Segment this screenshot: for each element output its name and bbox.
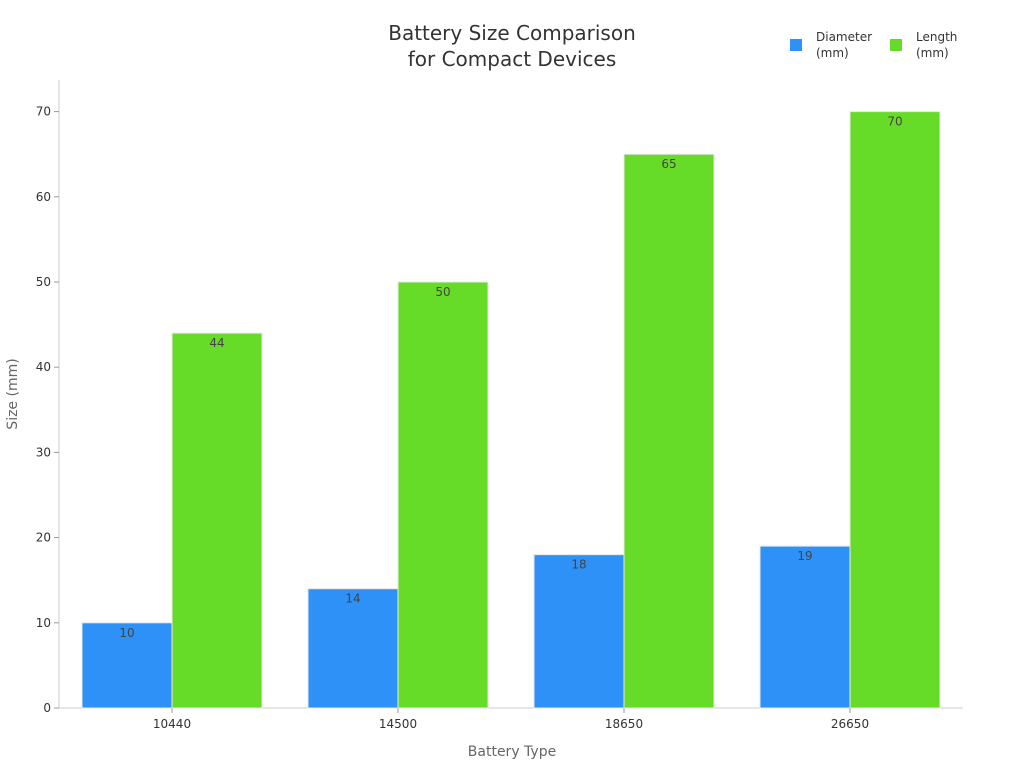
legend-swatch-length — [890, 39, 902, 51]
bar-length-10440 — [171, 332, 263, 709]
x-tick-label: 18650 — [605, 717, 643, 731]
data-label-length-18650: 65 — [661, 157, 676, 171]
y-tick-label: 70 — [36, 105, 51, 119]
bar-length-18650 — [623, 153, 715, 709]
legend-item-diameter: Diameter (mm) — [790, 30, 872, 60]
legend-label-length-line-2: (mm) — [916, 46, 949, 60]
x-axis-ticks: 10440 14500 18650 26650 — [153, 708, 869, 731]
legend-item-length: Length (mm) — [890, 30, 957, 60]
legend-swatch-diameter — [790, 39, 802, 51]
data-label-length-26650: 70 — [887, 115, 902, 129]
legend-label-diameter-line-1: Diameter — [816, 30, 872, 44]
data-label-diameter-26650: 19 — [797, 549, 812, 563]
data-labels: 10 44 14 50 18 65 19 70 — [119, 115, 902, 640]
bar-length-14500 — [397, 281, 489, 709]
chart-title-line-2: for Compact Devices — [408, 47, 617, 71]
y-tick-label: 50 — [36, 275, 51, 289]
y-tick-label: 10 — [36, 616, 51, 630]
y-tick-label: 20 — [36, 531, 51, 545]
x-axis-label: Battery Type — [468, 744, 556, 760]
legend-label-length-line-1: Length — [916, 30, 957, 44]
y-tick-label: 30 — [36, 445, 51, 459]
y-tick-label: 60 — [36, 190, 51, 204]
data-label-length-14500: 50 — [435, 285, 450, 299]
x-tick-label: 26650 — [831, 717, 869, 731]
chart-title: Battery Size Comparison for Compact Devi… — [388, 21, 636, 71]
y-tick-label: 0 — [43, 701, 51, 715]
data-label-diameter-10440: 10 — [119, 626, 134, 640]
data-label-diameter-18650: 18 — [571, 558, 586, 572]
y-axis-ticks: 0 10 20 30 40 50 60 70 — [36, 105, 59, 715]
x-tick-label: 10440 — [153, 717, 191, 731]
bar-diameter-18650 — [533, 554, 625, 709]
bars — [81, 111, 941, 709]
legend-label-diameter-line-2: (mm) — [816, 46, 849, 60]
y-tick-label: 40 — [36, 360, 51, 374]
y-axis-label: Size (mm) — [5, 358, 21, 429]
legend: Diameter (mm) Length (mm) — [790, 30, 957, 60]
x-tick-label: 14500 — [379, 717, 417, 731]
chart-title-line-1: Battery Size Comparison — [388, 21, 636, 45]
data-label-length-10440: 44 — [209, 336, 224, 350]
bar-diameter-26650 — [759, 545, 851, 709]
data-label-diameter-14500: 14 — [345, 592, 360, 606]
bar-diameter-14500 — [307, 588, 399, 709]
bar-length-26650 — [849, 111, 941, 709]
